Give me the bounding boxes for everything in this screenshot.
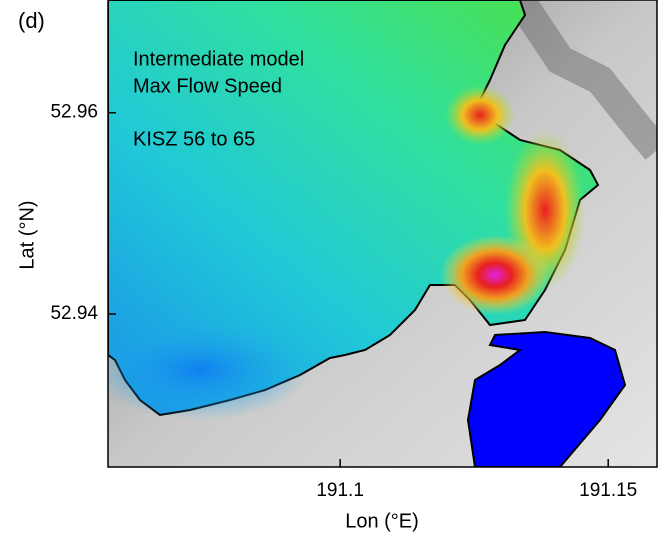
y-tick-label: 52.96 [50, 102, 98, 123]
map-figure: (d) Intermediate model Max Flow Speed KI… [0, 0, 659, 542]
x-tick-label: 191.1 [316, 480, 364, 501]
panel-label: (d) [18, 8, 45, 33]
x-tick-label: 191.15 [579, 480, 637, 501]
y-axis-label: Lat (°N) [16, 200, 38, 269]
y-tick-label: 52.94 [50, 303, 98, 324]
x-axis-label: Lon (°E) [345, 510, 419, 532]
fast-zone [445, 85, 515, 145]
annotation: Max Flow Speed [133, 75, 282, 97]
slow-zone [90, 320, 310, 420]
annotation: Intermediate model [133, 48, 304, 70]
annotation: KISZ 56 to 65 [133, 128, 255, 150]
page: {"chart_data": {"type": "map", "panel_la… [0, 0, 659, 542]
fastest-zone [440, 235, 550, 315]
